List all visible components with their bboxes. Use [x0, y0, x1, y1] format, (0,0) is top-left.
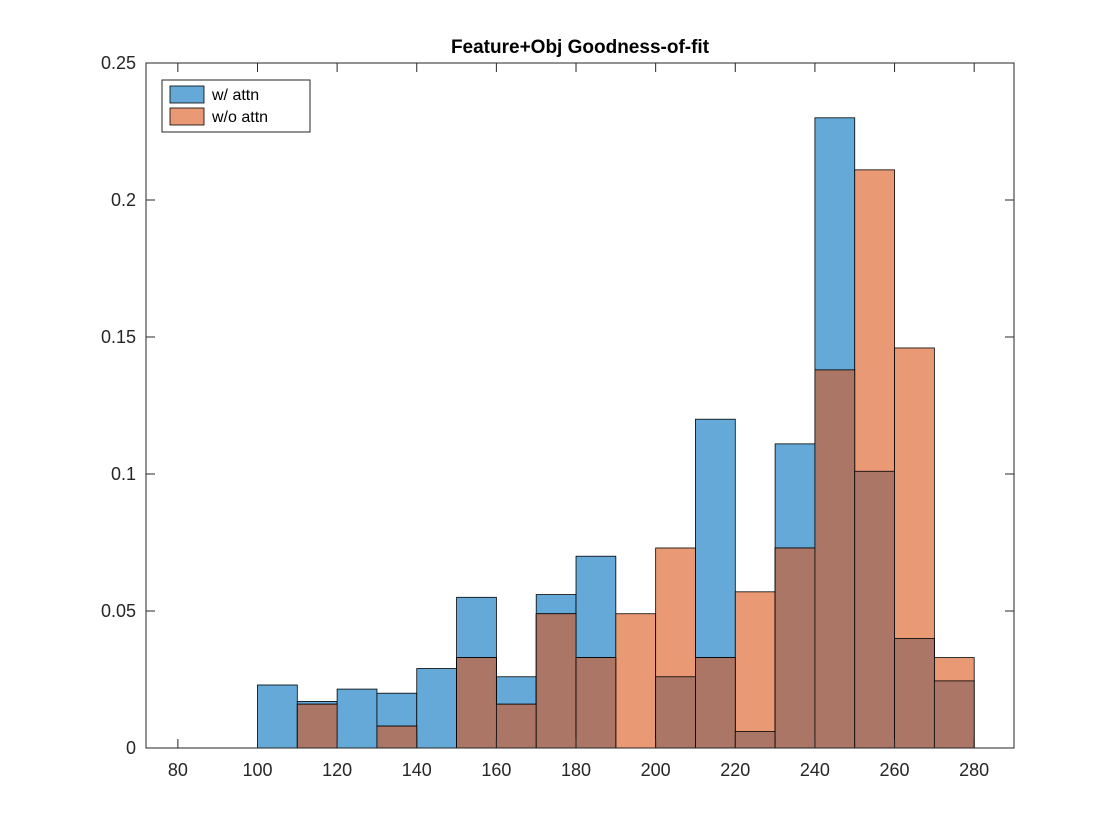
- legend-label-w-o-attn: w/o attn: [211, 109, 268, 126]
- bar-overlap-220: [734, 731, 776, 749]
- y-tick-label-2: 0.1: [111, 464, 136, 484]
- axes-frame: [145, 62, 1015, 749]
- legend-swatch-w-o-attn: [169, 107, 205, 126]
- bar-overlap-160: [495, 703, 537, 749]
- overlap-bars: [296, 369, 975, 749]
- y-tick-label-0: 0: [126, 738, 136, 758]
- x-tick-label-260: 260: [880, 760, 910, 780]
- legend-label-w-attn: w/ attn: [211, 87, 259, 104]
- legend: w/ attn w/o attn: [161, 79, 311, 133]
- bar-w-attn-100: [257, 684, 298, 749]
- bar-overlap-230: [774, 547, 816, 749]
- bar-w-o-attn-190: [615, 613, 657, 749]
- bar-overlap-150: [456, 657, 497, 749]
- bar-w-attn-140: [416, 668, 457, 749]
- x-tick-label-240: 240: [800, 760, 830, 780]
- bar-overlap-250: [854, 470, 895, 749]
- bar-overlap-130: [376, 725, 418, 749]
- bar-overlap-180: [575, 657, 617, 749]
- x-tick-label-160: 160: [481, 760, 511, 780]
- bar-overlap-110: [296, 703, 338, 749]
- bar-w-attn-120: [336, 688, 378, 749]
- bar-overlap-240: [814, 369, 856, 749]
- chart-title: Feature+Obj Goodness-of-fit: [451, 37, 710, 58]
- ticks: 80 100 120 140 160 180 200 220 240 260 280 0 0.05 0.1…: [101, 53, 1014, 780]
- x-tick-label-80: 80: [168, 760, 188, 780]
- bar-overlap-170: [535, 613, 577, 749]
- bar-overlap-270: [933, 680, 975, 749]
- y-tick-label-1: 0.05: [101, 601, 136, 621]
- x-tick-label-280: 280: [959, 760, 989, 780]
- axes-box: [145, 62, 1015, 749]
- x-tick-label-200: 200: [641, 760, 671, 780]
- x-tick-label-120: 120: [322, 760, 352, 780]
- x-tick-label-220: 220: [720, 760, 750, 780]
- y-tick-label-5: 0.25: [101, 53, 136, 73]
- legend-swatch-w-attn: [169, 85, 205, 104]
- y-tick-label-3: 0.15: [101, 327, 136, 347]
- bar-overlap-210: [695, 657, 736, 749]
- bar-overlap-260: [894, 638, 935, 749]
- bar-overlap-200: [655, 676, 696, 749]
- y-tick-label-4: 0.2: [111, 190, 136, 210]
- x-tick-label-180: 180: [561, 760, 591, 780]
- x-tick-label-100: 100: [242, 760, 272, 780]
- bar-w-o-attn-220: [734, 591, 776, 749]
- x-tick-label-140: 140: [402, 760, 432, 780]
